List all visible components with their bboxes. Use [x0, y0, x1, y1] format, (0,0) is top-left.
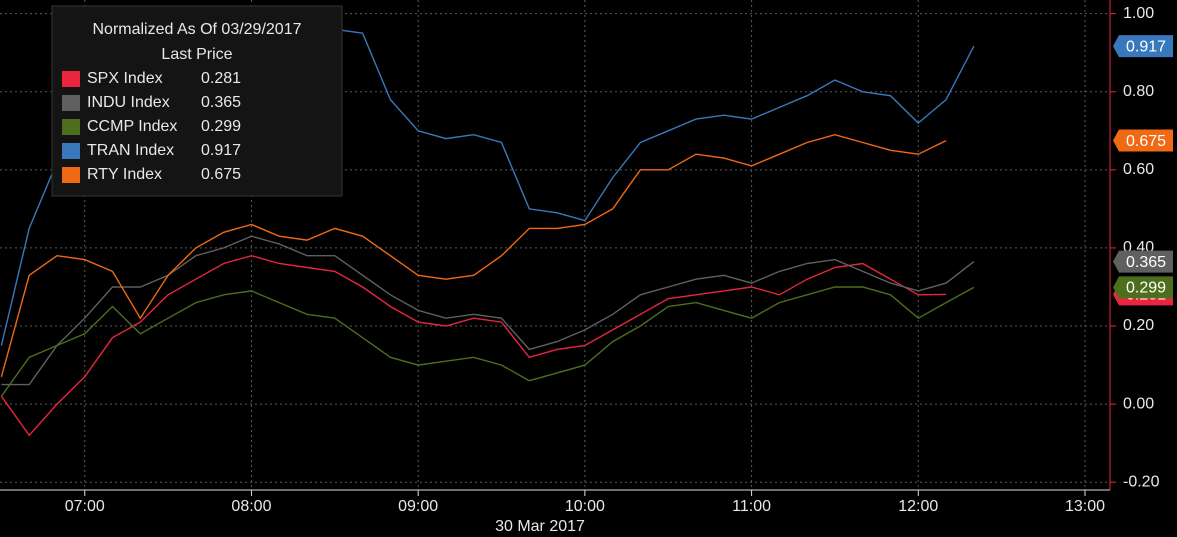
y-tick-label: 0.80: [1123, 83, 1154, 100]
x-tick-label: 11:00: [732, 498, 771, 515]
last-price-box: [1113, 35, 1173, 58]
y-tick-label: 0.60: [1123, 161, 1154, 178]
chart-title: Normalized As Of 03/29/2017: [92, 21, 301, 38]
legend-value: 0.299: [201, 118, 241, 135]
legend-label: CCMP Index: [87, 118, 177, 135]
series-line: [0, 133, 947, 377]
last-price-label: 0.365: [1126, 254, 1166, 271]
legend-label: SPX Index: [87, 70, 163, 87]
last-price-box: [1113, 129, 1173, 152]
y-tick-label: -0.20: [1123, 473, 1160, 490]
legend-swatch: [62, 167, 80, 183]
legend-title: Last Price: [161, 46, 232, 63]
x-tick-label: 09:00: [398, 498, 438, 515]
plot: [0, 28, 975, 437]
last-price-box: [1113, 276, 1173, 299]
legend-swatch: [62, 119, 80, 135]
x-tick-label: 08:00: [231, 498, 271, 515]
x-tick-label: 07:00: [65, 498, 105, 515]
x-tick-label: 13:00: [1065, 498, 1105, 515]
legend-swatch: [62, 71, 80, 87]
y-tick-label: 1.00: [1123, 5, 1154, 22]
legend-value: 0.281: [201, 70, 241, 87]
legend-value: 0.365: [201, 94, 241, 111]
legend-swatch: [62, 95, 80, 111]
legend: Normalized As Of 03/29/2017 Last Price S…: [51, 5, 343, 197]
legend-label: INDU Index: [87, 94, 170, 111]
legend-box: [51, 5, 343, 197]
legend-swatch: [62, 143, 80, 159]
last-price-box: [1113, 250, 1173, 273]
series-line: [0, 254, 947, 437]
x-axis-label: 30 Mar 2017: [495, 518, 585, 535]
y-tick-label: 0.00: [1123, 395, 1154, 412]
x-tick-label: 10:00: [565, 498, 605, 515]
legend-label: TRAN Index: [87, 142, 174, 159]
legend-value: 0.675: [201, 166, 241, 183]
y-tick-label: 0.20: [1123, 317, 1154, 334]
last-price-label: 0.675: [1126, 133, 1166, 150]
last-price-label: 0.299: [1126, 280, 1166, 297]
last-price-label: 0.917: [1126, 38, 1166, 55]
series-line: [1, 235, 975, 386]
series-line: [0, 286, 975, 397]
legend-value: 0.917: [201, 142, 241, 159]
x-tick-label: 12:00: [898, 498, 938, 515]
legend-label: RTY Index: [87, 166, 162, 183]
